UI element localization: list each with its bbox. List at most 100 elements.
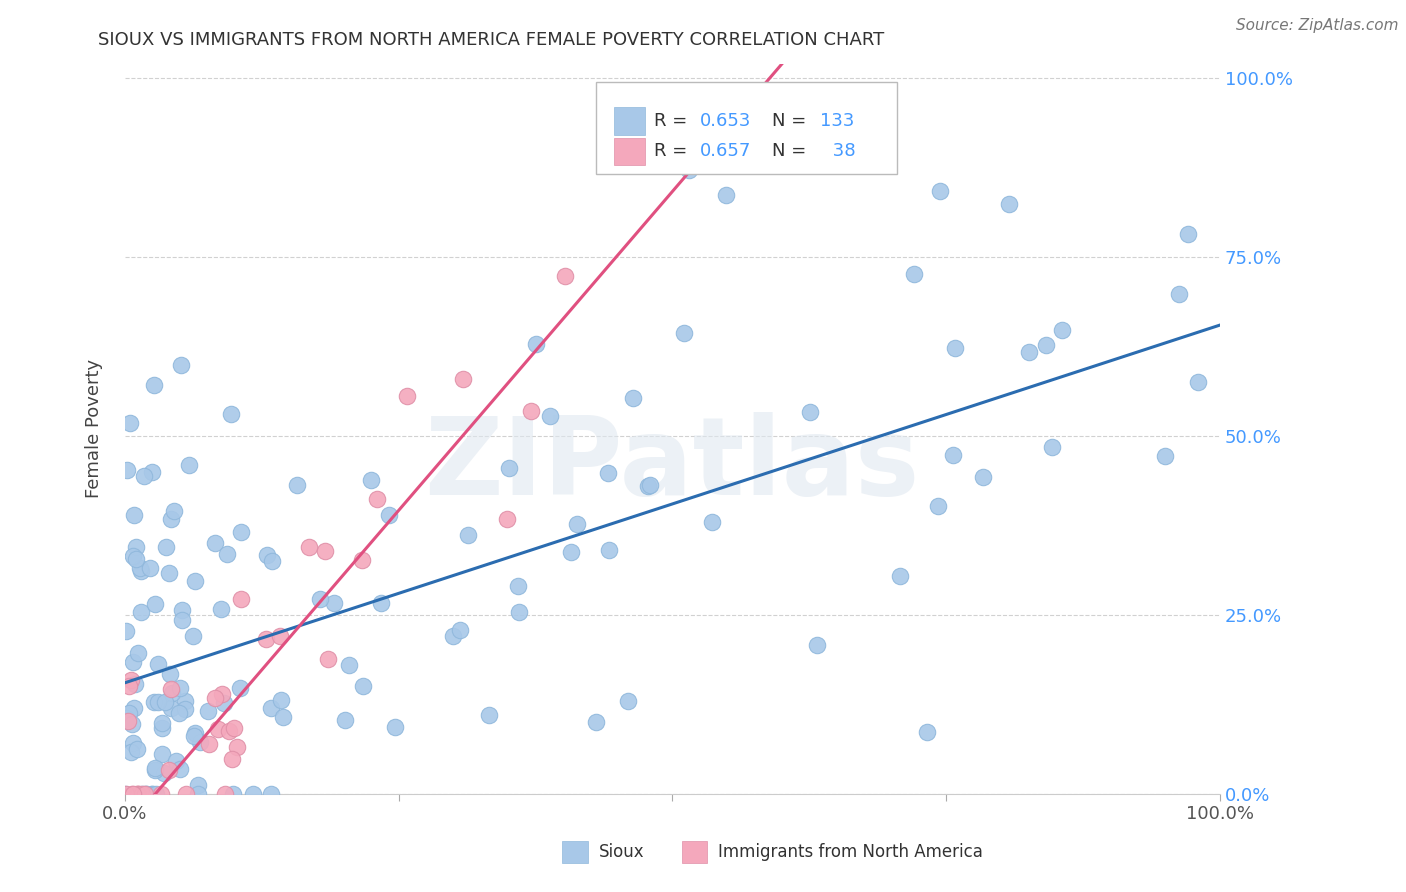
Point — [506, 579, 529, 593]
Point — [149, 787, 172, 801]
Point — [209, 602, 232, 616]
Point — [127, 742, 149, 756]
Point — [183, 729, 205, 743]
Point — [197, 704, 219, 718]
Point — [143, 695, 166, 709]
Point — [174, 694, 197, 708]
Point — [212, 696, 235, 710]
Point — [132, 469, 155, 483]
Point — [560, 545, 582, 559]
Point — [672, 326, 695, 341]
Point — [242, 787, 264, 801]
Point — [700, 516, 723, 530]
Text: 38: 38 — [827, 143, 855, 161]
Text: N =: N = — [772, 112, 811, 130]
Point — [799, 405, 821, 419]
Point — [118, 706, 141, 721]
Point — [131, 605, 153, 619]
Point — [174, 702, 197, 716]
Point — [942, 449, 965, 463]
Point — [972, 470, 994, 484]
Point — [160, 686, 183, 700]
Text: ZIPatlas: ZIPatlas — [425, 412, 920, 518]
Point — [157, 566, 180, 581]
Point — [298, 540, 321, 554]
Point — [449, 623, 471, 637]
Point — [269, 629, 291, 643]
Point — [125, 552, 148, 566]
Point — [131, 564, 153, 578]
Point — [621, 391, 644, 405]
Point — [524, 337, 547, 351]
Point — [554, 269, 576, 284]
Point — [150, 721, 173, 735]
Point — [124, 677, 146, 691]
Point — [121, 787, 143, 801]
Point — [496, 512, 519, 526]
Point — [153, 695, 176, 709]
Point — [370, 596, 392, 610]
Point — [183, 629, 205, 643]
Point — [451, 372, 474, 386]
Point — [360, 473, 382, 487]
Point — [120, 745, 142, 759]
Point — [146, 657, 169, 672]
Point — [314, 544, 336, 558]
Point — [260, 787, 283, 801]
Point — [159, 682, 181, 697]
Point — [699, 99, 721, 113]
Point — [927, 499, 949, 513]
Point — [378, 508, 401, 523]
Point — [122, 549, 145, 563]
Point — [184, 574, 207, 588]
Point — [134, 787, 156, 801]
Point — [352, 679, 374, 693]
Point — [143, 761, 166, 775]
Point — [714, 187, 737, 202]
Text: 0.653: 0.653 — [700, 112, 751, 130]
Point — [333, 713, 356, 727]
Point — [177, 458, 200, 472]
Point — [115, 787, 138, 801]
Point — [565, 516, 588, 531]
Point — [118, 416, 141, 430]
Point — [141, 465, 163, 479]
Point — [114, 787, 136, 801]
Point — [231, 591, 253, 606]
Point — [174, 787, 197, 801]
Point — [135, 787, 157, 801]
Text: 0.657: 0.657 — [700, 143, 751, 161]
Point — [155, 540, 177, 554]
Point — [520, 404, 543, 418]
Point — [143, 598, 166, 612]
Point — [184, 725, 207, 739]
Point — [596, 466, 619, 480]
Point — [169, 681, 191, 695]
Point — [129, 561, 152, 575]
Point — [170, 613, 193, 627]
Point — [115, 463, 138, 477]
Point — [198, 737, 221, 751]
Bar — [614, 137, 645, 165]
Point — [218, 724, 240, 739]
Point — [122, 736, 145, 750]
Point — [153, 765, 176, 780]
Point — [121, 717, 143, 731]
Point — [889, 568, 911, 582]
Point — [254, 632, 277, 647]
FancyBboxPatch shape — [596, 82, 897, 174]
Point — [188, 735, 211, 749]
Point — [145, 787, 167, 801]
Point — [322, 596, 344, 610]
Text: R =: R = — [654, 112, 693, 130]
Point — [384, 720, 406, 734]
Text: R =: R = — [654, 143, 693, 161]
Point — [1050, 322, 1073, 336]
Point — [117, 714, 139, 728]
Point — [616, 694, 638, 708]
Point — [150, 716, 173, 731]
Point — [943, 341, 966, 355]
Point — [350, 553, 373, 567]
Point — [441, 629, 464, 643]
Point — [270, 692, 292, 706]
